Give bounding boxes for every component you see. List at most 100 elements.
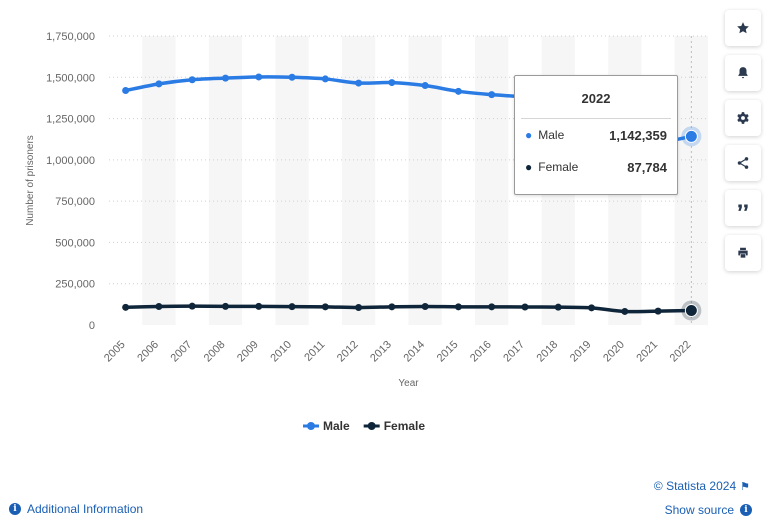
bell-icon [738, 67, 748, 79]
favorite-button[interactable] [725, 10, 761, 46]
tooltip-row-female: ● Female 87,784 [515, 151, 677, 183]
legend-item-male[interactable]: Male [323, 419, 350, 433]
x-tick-label: 2017 [501, 339, 527, 365]
column-band [475, 36, 509, 325]
data-point-female[interactable] [454, 303, 462, 311]
y-tick-label: 1,500,000 [46, 72, 95, 84]
x-tick-label: 2006 [135, 339, 161, 365]
data-point-male[interactable] [421, 82, 429, 90]
additional-information-text: Additional Information [27, 502, 144, 516]
data-point-male[interactable] [288, 73, 296, 81]
data-point-male[interactable] [188, 76, 196, 84]
data-point-male[interactable] [255, 73, 263, 81]
column-band [142, 36, 176, 325]
x-tick-label: 2009 [235, 339, 261, 365]
data-point-female[interactable] [588, 304, 596, 312]
tooltip-title: 2022 [581, 91, 611, 106]
x-tick-label: 2021 [634, 339, 660, 365]
notification-button[interactable] [725, 55, 761, 91]
x-tick-label: 2012 [335, 339, 361, 365]
data-point-female[interactable] [684, 304, 698, 318]
x-axis-title: Year [398, 378, 419, 389]
data-point-female[interactable] [255, 302, 263, 310]
data-tooltip: 2022 ● Male 1,142,359 ● Female 87,784 [514, 75, 678, 195]
data-point-female[interactable] [221, 302, 229, 310]
tooltip-divider [521, 118, 671, 119]
column-band [208, 36, 243, 325]
data-point-female[interactable] [621, 307, 629, 315]
data-point-female[interactable] [288, 303, 296, 311]
statista-credit[interactable]: © Statista 2024 ⚑ [654, 479, 750, 493]
data-point-male[interactable] [684, 129, 698, 143]
column-band [275, 36, 309, 325]
y-tick-label: 250,000 [55, 279, 95, 291]
x-tick-label: 2005 [102, 339, 128, 365]
quote-icon [738, 204, 748, 211]
data-point-male[interactable] [321, 75, 329, 83]
data-point-female[interactable] [421, 303, 429, 311]
data-point-male[interactable] [388, 79, 396, 87]
data-point-female[interactable] [554, 303, 562, 311]
info-icon: i [9, 503, 21, 515]
info-icon: i [740, 504, 752, 516]
show-source-link[interactable]: Show source i [665, 503, 752, 517]
tooltip-value-male: 1,142,359 [609, 127, 667, 143]
share-button[interactable] [725, 145, 761, 181]
y-tick-label: 0 [89, 320, 95, 332]
x-tick-label: 2010 [268, 339, 294, 365]
x-tick-label: 2020 [601, 339, 627, 365]
credit-text: © Statista 2024 [653, 479, 737, 493]
data-point-female[interactable] [388, 303, 396, 311]
legend-swatch-dot-male [307, 422, 315, 430]
tooltip-label-male: Male [538, 128, 565, 142]
legend-item-female[interactable]: Female [384, 419, 426, 433]
y-tick-label: 500,000 [55, 237, 95, 249]
data-point-male[interactable] [122, 86, 130, 94]
x-tick-label: 2022 [668, 339, 694, 365]
gear-icon [737, 112, 749, 124]
data-point-male[interactable] [488, 91, 496, 99]
data-point-male[interactable] [355, 79, 363, 87]
column-band [408, 36, 442, 325]
print-icon [738, 247, 748, 258]
x-tick-label: 2011 [302, 339, 327, 364]
y-tick-label: 750,000 [55, 196, 95, 208]
tooltip-dot-female: ● [525, 160, 533, 174]
x-tick-label: 2014 [401, 339, 427, 365]
tooltip-dot-male: ● [525, 128, 533, 142]
legend-swatch-dot-female [367, 422, 376, 430]
data-point-female[interactable] [122, 303, 130, 311]
y-tick-label: 1,750,000 [46, 31, 95, 43]
x-tick-label: 2016 [468, 339, 494, 365]
x-tick-label: 2007 [169, 339, 195, 365]
tooltip-row-male: ● Male 1,142,359 [515, 119, 677, 151]
side-toolbar [725, 10, 763, 280]
data-point-female[interactable] [155, 303, 163, 311]
flag-icon: ⚑ [740, 481, 750, 493]
data-point-female[interactable] [188, 302, 196, 310]
settings-button[interactable] [725, 100, 761, 136]
data-point-male[interactable] [221, 74, 229, 82]
y-axis-title: Number of prisoners [25, 135, 36, 226]
star-icon [737, 22, 749, 34]
x-tick-label: 2008 [202, 339, 228, 365]
data-point-male[interactable] [454, 87, 462, 95]
additional-information-link[interactable]: i Additional Information [9, 502, 143, 516]
data-point-female[interactable] [654, 307, 662, 315]
data-point-male[interactable] [155, 80, 163, 88]
column-band [341, 36, 376, 325]
y-tick-label: 1,000,000 [46, 155, 95, 167]
data-point-female[interactable] [521, 303, 529, 311]
x-tick-label: 2015 [435, 339, 461, 365]
print-button[interactable] [725, 235, 761, 271]
cite-button[interactable] [725, 190, 761, 226]
show-source-text: Show source [664, 503, 734, 517]
x-tick-label: 2019 [568, 339, 594, 365]
data-point-female[interactable] [321, 303, 329, 311]
x-tick-label: 2013 [368, 339, 394, 365]
x-tick-label: 2018 [535, 339, 561, 365]
data-point-female[interactable] [488, 303, 496, 311]
share-icon [737, 157, 749, 169]
data-point-female[interactable] [355, 303, 363, 311]
